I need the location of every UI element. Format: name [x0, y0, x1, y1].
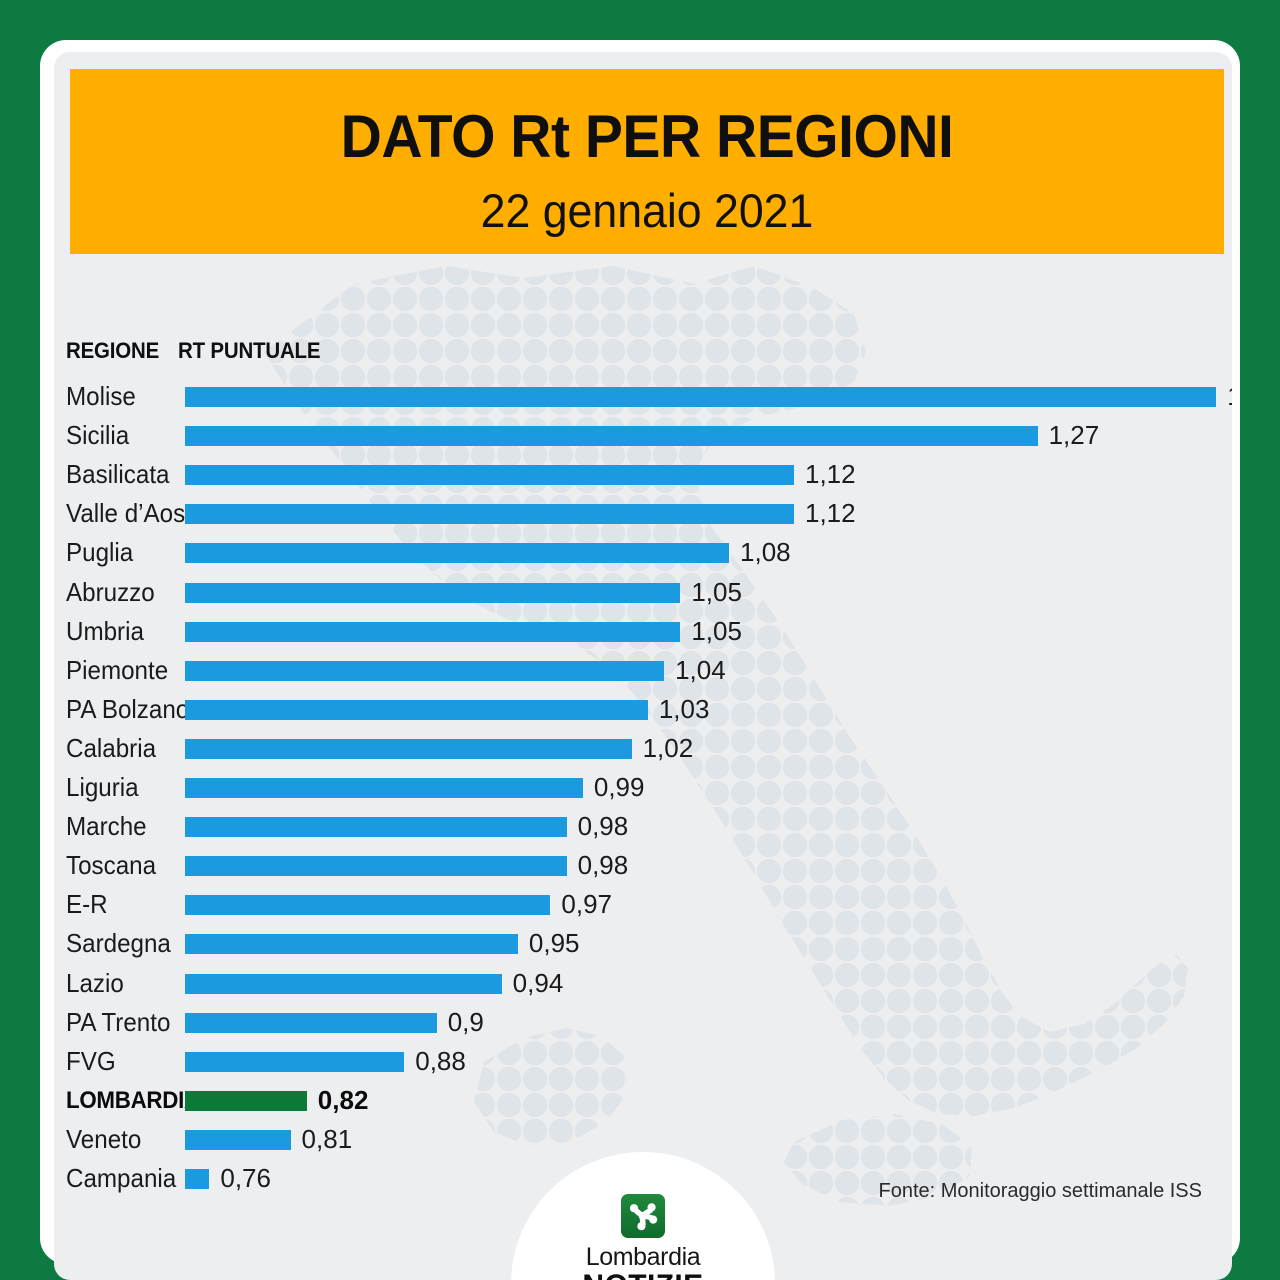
row-value-label: 0,97	[561, 889, 612, 920]
row-region-label: LOMBARDIA	[66, 1086, 200, 1114]
row-bar	[185, 738, 632, 759]
row-value-label: 1,12	[805, 498, 856, 529]
chart-row: Calabria 1,02	[54, 729, 1232, 768]
chart-row: PA Bolzano 1,03	[54, 690, 1232, 729]
row-region-label: Marche	[66, 811, 147, 842]
row-bar	[185, 582, 681, 603]
row-region-label: Piemonte	[66, 654, 169, 685]
row-value-label: 1,04	[675, 654, 726, 685]
row-value-label: 0,9	[447, 1006, 484, 1037]
row-region-label: Basilicata	[66, 459, 170, 490]
row-region-label: Campania	[66, 1163, 177, 1193]
row-value-label: 1,02	[642, 732, 694, 763]
row-bar	[185, 543, 730, 564]
row-region-label: FVG	[66, 1045, 116, 1076]
row-bar	[185, 895, 551, 916]
row-bar	[185, 465, 794, 486]
lombardy-rose-icon	[621, 1194, 665, 1238]
row-region-label: Sicilia	[66, 420, 130, 451]
title-banner: DATO Rt PER REGIONI 22 gennaio 2021	[70, 69, 1224, 254]
chart-row: Sicilia 1,27	[54, 416, 1232, 455]
row-bar	[185, 699, 648, 720]
row-bar	[185, 387, 1217, 407]
chart-row: Marche 0,98	[54, 807, 1232, 846]
logo-text-notizie: NOTIZIE	[511, 1270, 775, 1280]
row-value-label: 1,38	[1227, 377, 1232, 416]
column-header-region: REGIONE	[66, 338, 160, 363]
chart-row: Umbria 1,05	[54, 612, 1232, 651]
row-bar	[185, 426, 1038, 447]
chart-row: FVG 0,88	[54, 1042, 1232, 1081]
row-region-label: Sardegna	[66, 928, 171, 959]
row-value-label: 1,05	[691, 615, 742, 646]
row-value-label: 0,76	[220, 1163, 271, 1193]
row-value-label: 0,81	[301, 1123, 353, 1154]
row-bar	[185, 504, 794, 525]
content-panel: DATO Rt PER REGIONI 22 gennaio 2021 REGI…	[54, 52, 1232, 1280]
row-region-label: Abruzzo	[66, 576, 155, 607]
chart-row: Toscana 0,98	[54, 846, 1232, 885]
row-value-label: 1,27	[1048, 420, 1100, 451]
row-value-label: 0,82	[317, 1084, 369, 1115]
row-region-label: Calabria	[66, 732, 157, 763]
chart-row: Piemonte 1,04	[54, 651, 1232, 690]
row-region-label: Liguria	[66, 772, 139, 802]
chart-row: Campania 0,76	[54, 1159, 1232, 1198]
page-subtitle: 22 gennaio 2021	[480, 184, 814, 237]
row-bar	[185, 973, 502, 994]
source-note: Fonte: Monitoraggio settimanale ISS	[878, 1180, 1202, 1202]
row-bar	[185, 856, 567, 877]
row-bar	[185, 817, 567, 838]
row-value-label: 0,99	[593, 772, 645, 802]
row-region-label: Molise	[66, 381, 136, 411]
chart-row: Lazio 0,94	[54, 964, 1232, 1003]
chart-row: Sardegna 0,95	[54, 924, 1232, 963]
row-bar	[185, 1129, 291, 1150]
row-value-label: 0,98	[577, 811, 629, 842]
chart-row: E-R 0,97	[54, 885, 1232, 924]
chart-row: Puglia 1,08	[54, 533, 1232, 572]
row-value-label: 0,98	[577, 850, 629, 881]
logo-text-lombardia: Lombardia	[585, 1243, 701, 1271]
row-region-label: PA Bolzano	[66, 693, 190, 724]
column-header-value: RT PUNTUALE	[178, 338, 321, 363]
page-title: DATO Rt PER REGIONI	[340, 103, 954, 170]
row-bar	[185, 1169, 210, 1189]
row-value-label: 0,94	[512, 967, 564, 998]
row-value-label: 1,08	[740, 537, 791, 568]
chart-row: LOMBARDIA 0,82	[54, 1081, 1232, 1120]
chart-row: Abruzzo 1,05	[54, 573, 1232, 612]
row-region-label: Toscana	[66, 850, 157, 881]
row-value-label: 0,95	[528, 928, 580, 959]
row-value-label: 1,03	[658, 693, 710, 724]
chart-row: Liguria 0,99	[54, 768, 1232, 807]
row-region-label: Veneto	[66, 1123, 142, 1154]
row-bar	[185, 621, 681, 642]
chart-row: Molise 1,38	[54, 377, 1232, 416]
row-bar	[185, 660, 665, 681]
row-region-label: Lazio	[66, 967, 124, 998]
row-bar	[185, 1090, 307, 1111]
row-region-label: Puglia	[66, 537, 134, 568]
row-region-label: Umbria	[66, 615, 144, 646]
row-bar	[185, 1051, 405, 1072]
row-bar	[185, 934, 518, 955]
row-bar	[185, 778, 583, 798]
row-value-label: 1,05	[691, 576, 742, 607]
chart-row: Basilicata 1,12	[54, 455, 1232, 494]
row-value-label: 1,12	[805, 459, 856, 490]
chart-row: PA Trento 0,9	[54, 1003, 1232, 1042]
row-region-label: E-R	[66, 889, 108, 920]
row-value-label: 0,88	[415, 1045, 466, 1076]
row-region-label: PA Trento	[66, 1006, 171, 1037]
chart-row: Valle d’Aosta 1,12	[54, 494, 1232, 533]
row-bar	[185, 1012, 437, 1033]
row-region-label: Valle d’Aosta	[66, 498, 206, 529]
